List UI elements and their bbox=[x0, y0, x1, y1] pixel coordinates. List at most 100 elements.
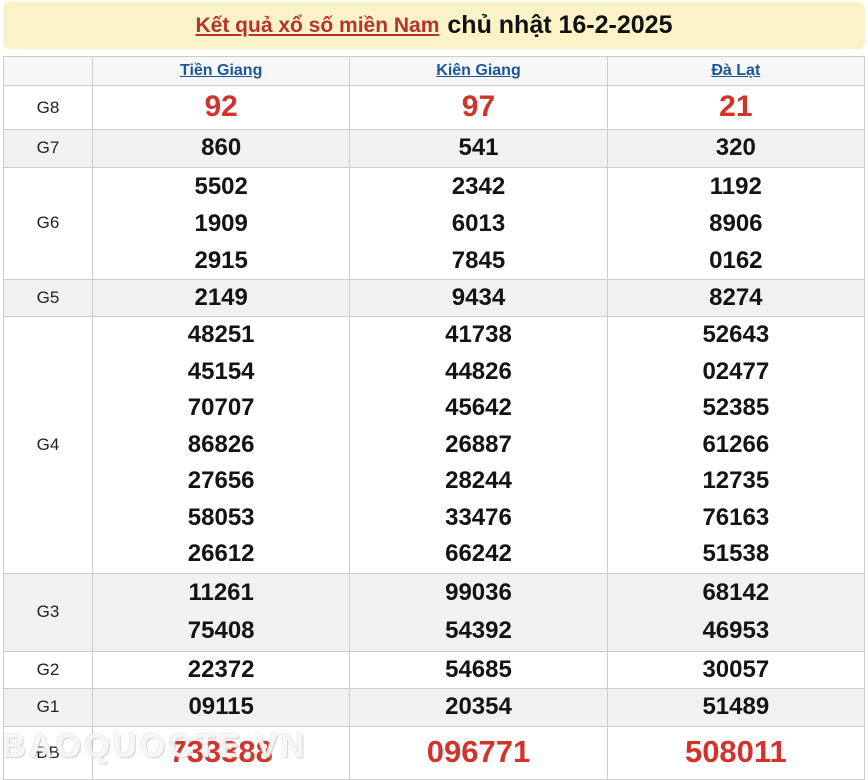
prize-cell: 5502 1909 2915 bbox=[91, 166, 351, 280]
prize-number: 99036 bbox=[445, 578, 512, 606]
table-header-row: Tiền Giang Kiên Giang Đà Lạt bbox=[3, 56, 866, 86]
table-row-g8: G8 92 97 21 bbox=[3, 85, 866, 130]
prize-cell: 22372 bbox=[91, 650, 351, 689]
prize-number: 48251 bbox=[187, 321, 255, 348]
prize-number: 2149 bbox=[194, 283, 248, 311]
prize-cell: 541 bbox=[349, 129, 608, 168]
prize-cell: 41738 44826 45642 26887 28244 33476 6624… bbox=[349, 316, 608, 574]
prize-number: 44826 bbox=[445, 357, 512, 385]
table-row-g1: G1 09115 20354 51489 bbox=[3, 688, 866, 727]
prize-number: 97 bbox=[461, 90, 496, 124]
row-label-db: ĐB bbox=[3, 725, 93, 780]
prize-cell: 51489 bbox=[606, 688, 866, 727]
column-header-kien-giang: Kiên Giang bbox=[349, 56, 608, 86]
prize-number: 2342 bbox=[451, 172, 506, 200]
prize-number: 09115 bbox=[188, 693, 254, 720]
table-row-db: ĐB 733388 096771 508011 bbox=[3, 725, 866, 780]
table-row-g7: G7 860 541 320 bbox=[3, 129, 866, 168]
prize-cell: 9434 bbox=[349, 278, 608, 317]
row-label-g2: G2 bbox=[3, 650, 93, 689]
table-row-g4: G4 48251 45154 70707 86826 27656 58053 2… bbox=[3, 316, 866, 574]
row-label-g6: G6 bbox=[3, 166, 93, 280]
row-label-g8: G8 bbox=[3, 85, 93, 130]
prize-number: 320 bbox=[715, 134, 756, 161]
prize-cell: 30057 bbox=[606, 650, 866, 689]
prize-number: 61266 bbox=[702, 430, 770, 458]
results-table: Tiền Giang Kiên Giang Đà Lạt G8 92 97 21… bbox=[3, 56, 866, 780]
prize-cell: 99036 54392 bbox=[349, 572, 608, 652]
prize-number: 11261 bbox=[188, 578, 254, 606]
prize-number: 68142 bbox=[702, 578, 770, 606]
prize-number: 54392 bbox=[445, 617, 512, 644]
prize-number: 1192 bbox=[709, 172, 762, 200]
prize-number: 5502 bbox=[194, 172, 248, 200]
prize-number: 66242 bbox=[445, 540, 512, 567]
prize-number: 1909 bbox=[194, 209, 248, 237]
row-label-g5: G5 bbox=[3, 278, 93, 317]
prize-number: 76163 bbox=[702, 503, 770, 531]
prize-number: 096771 bbox=[426, 734, 531, 770]
prize-number: 0162 bbox=[709, 246, 763, 274]
prize-number: 22372 bbox=[187, 655, 255, 683]
province-link-da-lat[interactable]: Đà Lạt bbox=[711, 62, 761, 79]
province-link-kien-giang[interactable]: Kiên Giang bbox=[436, 62, 521, 79]
prize-number: 52385 bbox=[702, 394, 770, 421]
prize-cell: 97 bbox=[349, 85, 608, 130]
prize-number: 41738 bbox=[445, 321, 512, 348]
prize-number: 54685 bbox=[445, 655, 512, 683]
row-label-g3: G3 bbox=[3, 572, 93, 652]
province-link-tien-giang[interactable]: Tiền Giang bbox=[179, 62, 263, 79]
column-header-da-lat: Đà Lạt bbox=[606, 56, 866, 86]
prize-number: 45154 bbox=[187, 357, 255, 385]
table-row-g3: G3 11261 75408 99036 54392 68142 46953 bbox=[3, 572, 866, 652]
table-row-g6: G6 5502 1909 2915 2342 6013 7845 1192 89… bbox=[3, 166, 866, 280]
region-title-link[interactable]: Kết quả xổ số miền Nam bbox=[195, 13, 440, 37]
prize-number: 8274 bbox=[709, 283, 763, 311]
prize-cell: 54685 bbox=[349, 650, 608, 689]
prize-number: 541 bbox=[458, 134, 499, 161]
prize-cell: 52643 02477 52385 61266 12735 76163 5153… bbox=[606, 316, 866, 574]
prize-number: 27656 bbox=[187, 467, 255, 494]
prize-number: 45642 bbox=[445, 394, 512, 421]
prize-cell: 68142 46953 bbox=[606, 572, 866, 652]
prize-cell: 92 bbox=[91, 85, 351, 130]
row-label-g1: G1 bbox=[3, 688, 93, 727]
prize-number: 30057 bbox=[702, 655, 770, 683]
prize-number: 860 bbox=[201, 134, 242, 161]
prize-number: 20354 bbox=[445, 693, 512, 720]
prize-number: 52643 bbox=[702, 321, 770, 348]
prize-number: 26612 bbox=[187, 540, 255, 567]
prize-number: 92 bbox=[204, 90, 238, 124]
table-row-g5: G5 2149 9434 8274 bbox=[3, 278, 866, 317]
prize-number: 9434 bbox=[451, 283, 506, 311]
prize-cell: 21 bbox=[606, 85, 866, 130]
prize-cell: 1192 8906 0162 bbox=[606, 166, 866, 280]
prize-cell: 096771 bbox=[349, 725, 608, 780]
prize-number: 26887 bbox=[445, 430, 512, 458]
prize-number: 70707 bbox=[187, 394, 255, 421]
prize-number: 2915 bbox=[194, 246, 248, 274]
prize-number: 51538 bbox=[702, 540, 770, 567]
row-label-g7: G7 bbox=[3, 129, 93, 168]
prize-number: 21 bbox=[719, 90, 753, 124]
prize-cell: 508011 bbox=[606, 725, 866, 780]
prize-cell: 2342 6013 7845 bbox=[349, 166, 608, 280]
prize-cell: 2149 bbox=[91, 278, 351, 317]
prize-number: 51489 bbox=[702, 693, 770, 720]
prize-number: 6013 bbox=[451, 209, 506, 237]
prize-number: 8906 bbox=[709, 209, 763, 237]
prize-number: 86826 bbox=[187, 430, 255, 458]
prize-cell: 11261 75408 bbox=[91, 572, 351, 652]
prize-number: 46953 bbox=[702, 617, 770, 644]
prize-cell: 48251 45154 70707 86826 27656 58053 2661… bbox=[91, 316, 351, 574]
prize-number: 508011 bbox=[684, 734, 787, 770]
prize-cell: 8274 bbox=[606, 278, 866, 317]
prize-number: 733388 bbox=[169, 734, 273, 770]
row-label-g4: G4 bbox=[3, 316, 93, 574]
title-date: chủ nhật 16-2-2025 bbox=[447, 11, 673, 39]
prize-cell: 09115 bbox=[91, 688, 351, 727]
table-row-g2: G2 22372 54685 30057 bbox=[3, 650, 866, 689]
prize-cell: 733388 bbox=[91, 725, 351, 780]
prize-number: 7845 bbox=[451, 246, 506, 274]
prize-number: 58053 bbox=[187, 503, 255, 531]
